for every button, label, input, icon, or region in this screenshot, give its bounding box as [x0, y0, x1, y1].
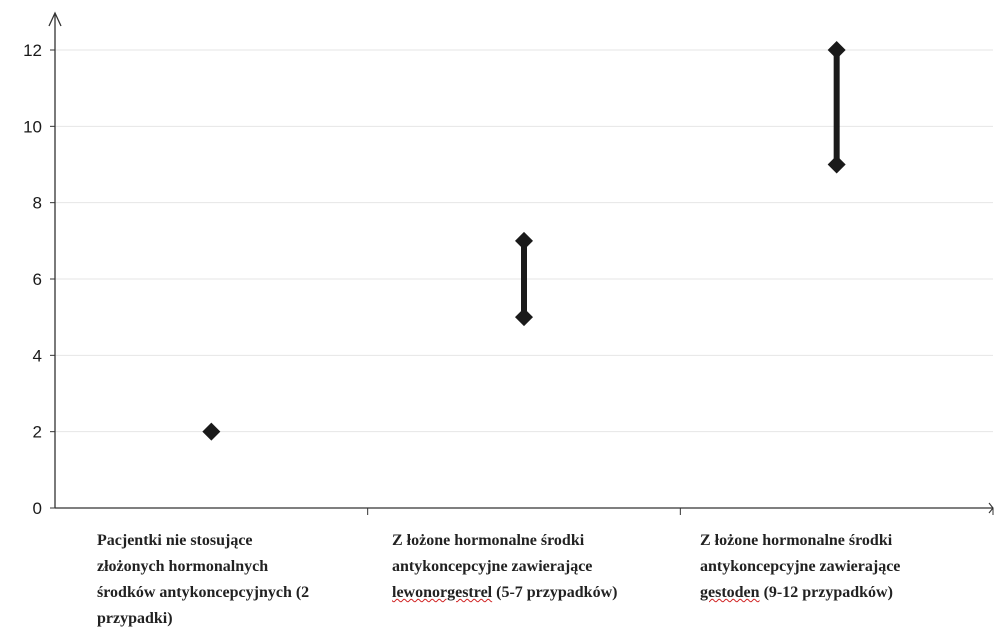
x-axis-ticks [367, 508, 994, 515]
category-label-line: antykoncepcyjne zawierające [700, 558, 901, 575]
category-label-line: środków antykoncepcyjnych (2 [97, 584, 310, 601]
category-label-line: Pacjentki nie stosujące [97, 532, 253, 549]
category-label-line: Z łożone hormonalne środki [700, 532, 893, 549]
category-label-rest: (9-12 przypadków) [759, 584, 893, 601]
category-label-line: przypadki) [97, 610, 173, 627]
category-label-underlined: lewonorgestrel [392, 584, 493, 601]
category-label-line: Z łożone hormonalne środki [392, 532, 585, 549]
y-tick-label: 0 [33, 499, 42, 518]
category-label-line: lewonorgestrel (5-7 przypadków) [392, 580, 692, 606]
category-label-line: gestoden (9-12 przypadków) [700, 580, 995, 606]
y-tick-labels: 0 2 4 6 8 10 12 [23, 41, 55, 518]
range-marker-diamond [202, 422, 221, 441]
range-markers [202, 41, 846, 441]
category-label-3: Z łożone hormonalne środki antykoncepcyj… [700, 528, 995, 606]
category-label-underlined: gestoden [700, 584, 760, 601]
axes [48, 11, 994, 514]
category-label-1: Pacjentki nie stosujące złożonych hormon… [97, 528, 397, 632]
range-marker-diamond [827, 155, 846, 174]
range-marker-diamond [515, 308, 533, 327]
category-label-line: antykoncepcyjne zawierające [392, 558, 593, 575]
y-axis-arrow-icon [48, 11, 62, 27]
category-label-line: złożonych hormonalnych [97, 558, 269, 575]
range-marker-diamond [827, 41, 846, 59]
range-marker-diamond [515, 231, 533, 250]
y-tick-label: 4 [33, 346, 42, 365]
y-tick-label: 12 [23, 41, 42, 60]
category-label-rest: (5-7 przypadków) [492, 584, 618, 601]
y-tick-label: 6 [33, 270, 42, 289]
y-tick-label: 2 [33, 423, 42, 442]
y-tick-label: 10 [23, 117, 42, 136]
y-tick-label: 8 [33, 194, 42, 213]
category-label-2: Z łożone hormonalne środki antykoncepcyj… [392, 528, 692, 606]
